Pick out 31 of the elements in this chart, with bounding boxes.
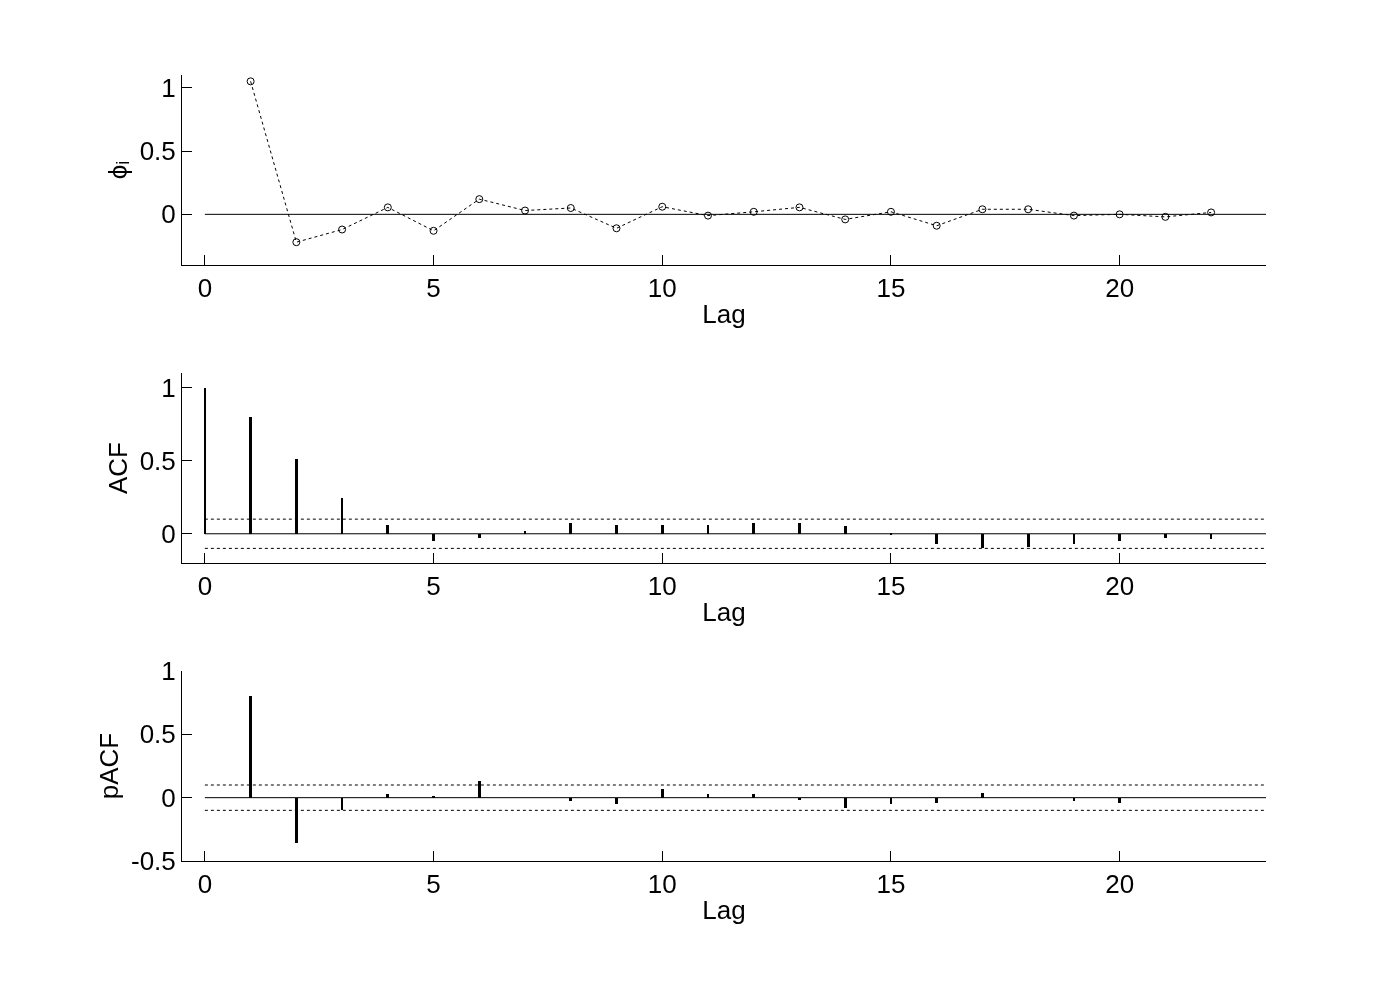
x-axis-title: Lag [702, 894, 746, 925]
x-tick-label: 15 [876, 571, 906, 602]
x-tick-label: 15 [876, 273, 906, 304]
y-tick-label: 1 [161, 372, 176, 403]
y-tick-label: 0.5 [139, 136, 176, 167]
x-tick-label: 20 [1105, 571, 1135, 602]
x-tick-label: 10 [647, 869, 677, 900]
y-tick-label: 1 [161, 656, 176, 687]
x-tick-label: 5 [426, 273, 441, 304]
x-tick-label: 10 [647, 273, 677, 304]
x-tick-label: 5 [426, 571, 441, 602]
x-tick-label: 0 [197, 571, 213, 602]
x-axis-title: Lag [702, 596, 746, 627]
y-tick-label: 0 [161, 199, 176, 230]
x-tick-label: 5 [426, 869, 441, 900]
x-tick-label: 15 [876, 869, 906, 900]
x-tick-label: 10 [647, 571, 677, 602]
y-tick-label: 0 [161, 518, 176, 549]
y-tick-label: -0.5 [130, 846, 176, 877]
y-axis-title: ϕᵢ [103, 160, 134, 180]
x-tick-label: 20 [1105, 273, 1135, 304]
x-tick-label: 0 [197, 273, 213, 304]
x-tick-label: 20 [1105, 869, 1135, 900]
y-axis-title: pACF [94, 732, 125, 800]
y-tick-label: 0.5 [139, 445, 176, 476]
y-tick-label: 0.5 [139, 719, 176, 750]
y-axis-title: ACF [103, 442, 134, 494]
x-axis-title: Lag [702, 298, 746, 329]
y-tick-label: 1 [161, 72, 176, 103]
y-tick-label: 0 [161, 782, 176, 813]
x-tick-label: 0 [197, 869, 213, 900]
